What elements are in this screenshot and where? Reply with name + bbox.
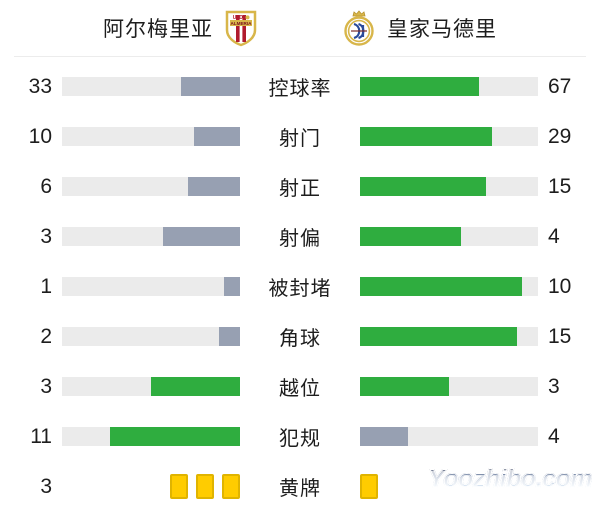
stat-row: 1 被封堵 10 (0, 261, 600, 311)
away-bar-fill (360, 426, 409, 446)
away-team-block: 皇家马德里 (335, 9, 573, 47)
home-bar-track (62, 426, 240, 446)
away-bar-fill (360, 226, 462, 246)
stat-row: 3 射偏 4 (0, 211, 600, 261)
away-bar-track (360, 176, 538, 196)
stat-row: 11 犯规 4 (0, 411, 600, 461)
home-value: 11 (30, 424, 52, 448)
away-bar-fill (360, 326, 517, 346)
stat-row: 33 控球率 67 (0, 61, 600, 111)
stat-label: 射正 (279, 177, 321, 200)
stat-label: 角球 (279, 327, 321, 350)
away-bar-track (360, 226, 538, 246)
svg-text:ALMERIA: ALMERIA (231, 21, 253, 26)
real-madrid-crest-icon (341, 9, 377, 47)
stat-row: 2 角球 15 (0, 311, 600, 361)
yellow-card-icon (222, 473, 240, 499)
away-team-name: 皇家马德里 (387, 18, 497, 41)
home-bar-fill (181, 76, 240, 96)
stat-label: 黄牌 (279, 477, 321, 500)
away-bar-fill (360, 376, 449, 396)
stat-label: 犯规 (279, 427, 321, 450)
yellow-card-icon (170, 473, 188, 499)
home-bar-track (62, 176, 240, 196)
away-value: 67 (548, 74, 572, 98)
away-bar-track (360, 76, 538, 96)
stats-list: 33 控球率 67 10 射门 29 6 射正 15 3 射偏 4 1 被封堵 10 2 角球 15 3 越位 3 11 犯… (0, 57, 600, 511)
away-value: 3 (548, 374, 560, 398)
stat-row: 3 越位 3 (0, 361, 600, 411)
stat-label: 射偏 (279, 227, 321, 250)
yellow-card-icon (360, 473, 378, 499)
home-bar-track (62, 126, 240, 146)
away-bar-fill (360, 176, 487, 196)
stat-label: 越位 (279, 377, 321, 400)
home-team-name: 阿尔梅里亚 (103, 18, 213, 41)
away-value: 4 (548, 224, 560, 248)
home-yellow-cards (62, 473, 240, 499)
svg-text:D: D (239, 15, 243, 21)
away-yellow-cards (360, 473, 538, 499)
home-value: 3 (40, 374, 52, 398)
away-value: 4 (548, 424, 560, 448)
away-bar-track (360, 326, 538, 346)
home-bar-track (62, 276, 240, 296)
site-watermark: Yoozhibo.com (428, 465, 593, 494)
away-bar-track (360, 126, 538, 146)
away-bar-track (360, 426, 538, 446)
home-value: 2 (40, 324, 52, 348)
away-value: 29 (548, 124, 572, 148)
stat-label: 控球率 (268, 77, 332, 100)
stat-row: 10 射门 29 (0, 111, 600, 161)
away-bar-fill (360, 76, 480, 96)
yellow-card-icon (196, 473, 214, 499)
svg-text:U: U (233, 15, 237, 21)
stat-label: 射门 (279, 127, 321, 150)
away-value: 15 (548, 324, 572, 348)
match-header: 阿尔梅里亚 ALMERIA U D (0, 0, 600, 56)
home-value: 3 (40, 474, 52, 498)
away-bar-fill (360, 276, 522, 296)
home-bar-fill (223, 276, 240, 296)
away-bar-track (360, 376, 538, 396)
home-bar-fill (193, 126, 240, 146)
stat-row: 6 射正 15 (0, 161, 600, 211)
home-bar-track (62, 376, 240, 396)
home-bar-fill (110, 426, 240, 446)
stat-row: 3 黄牌 (0, 461, 600, 511)
home-team-block: 阿尔梅里亚 ALMERIA U D (27, 9, 265, 47)
home-bar-fill (218, 326, 240, 346)
stat-label: 被封堵 (268, 277, 332, 300)
home-value: 6 (40, 174, 52, 198)
almeria-crest-icon: ALMERIA U D (223, 9, 259, 47)
home-value: 3 (40, 224, 52, 248)
home-bar-fill (188, 176, 240, 196)
home-bar-track (62, 326, 240, 346)
home-value: 10 (28, 124, 52, 148)
away-value: 10 (548, 274, 572, 298)
home-bar-track (62, 76, 240, 96)
home-bar-fill (151, 376, 240, 396)
away-value: 15 (548, 174, 572, 198)
home-value: 33 (28, 74, 52, 98)
away-bar-track (360, 276, 538, 296)
away-bar-fill (360, 126, 492, 146)
home-value: 1 (40, 274, 52, 298)
header-divider (14, 56, 586, 57)
home-bar-fill (163, 226, 240, 246)
home-bar-track (62, 226, 240, 246)
